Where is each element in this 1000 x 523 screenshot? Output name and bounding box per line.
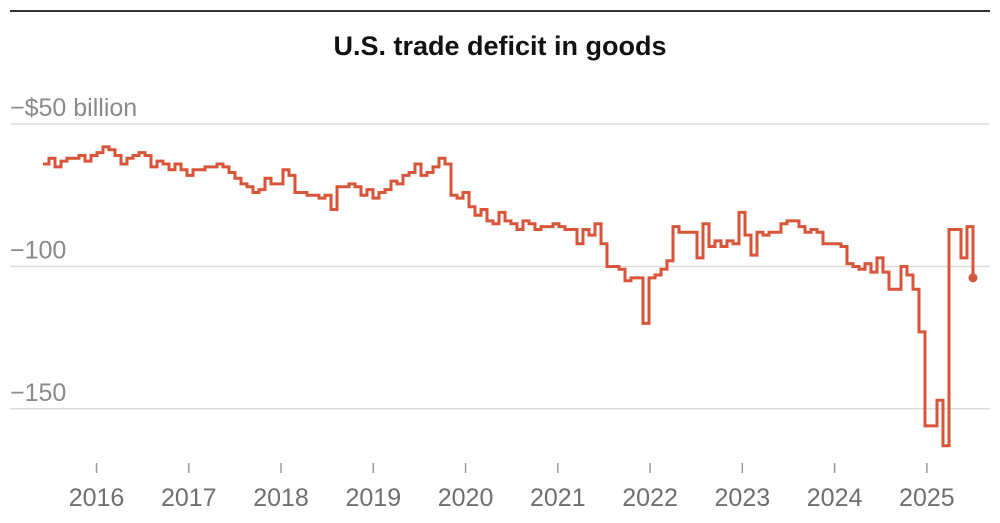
y-axis-labels: −$50 billion −100 −150	[10, 94, 137, 407]
x-tick-label: 2018	[253, 484, 309, 512]
y-tick-label: −150	[10, 379, 66, 407]
x-tick-label: 2023	[715, 484, 771, 512]
y-tick-label: −100	[10, 236, 66, 264]
x-tick-label: 2016	[69, 484, 125, 512]
x-tick-label: 2019	[345, 484, 401, 512]
chart-title: U.S. trade deficit in goods	[333, 31, 666, 61]
x-tick-label: 2024	[807, 484, 863, 512]
x-tick-label: 2021	[530, 484, 586, 512]
x-tick-label: 2020	[438, 484, 494, 512]
series-layer	[43, 145, 978, 448]
x-axis: 2016 2017 2018 2019 2020 2021 2022 2023 2024 2025	[69, 463, 955, 512]
x-tick-label: 2017	[161, 484, 217, 512]
x-tick-label: 2025	[899, 484, 955, 512]
x-tick-label: 2022	[622, 484, 678, 512]
y-tick-label: −$50 billion	[10, 94, 137, 122]
series-line	[43, 145, 975, 448]
gridlines	[10, 123, 990, 410]
series-endpoint-dot	[968, 273, 978, 283]
